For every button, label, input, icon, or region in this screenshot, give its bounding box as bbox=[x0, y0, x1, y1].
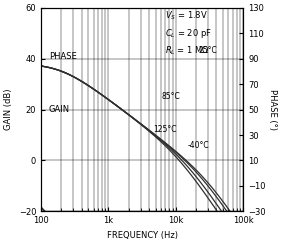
Y-axis label: PHASE (°): PHASE (°) bbox=[268, 89, 277, 130]
Text: -40°C: -40°C bbox=[188, 141, 210, 150]
Text: 85°C: 85°C bbox=[162, 92, 180, 101]
Text: $V_S$ = 1.8V
$C_L$ = 20 pF
$R_L$ = 1 M$\Omega$: $V_S$ = 1.8V $C_L$ = 20 pF $R_L$ = 1 M$\… bbox=[166, 10, 212, 57]
Y-axis label: GAIN (dB): GAIN (dB) bbox=[4, 89, 13, 130]
Text: 125°C: 125°C bbox=[154, 125, 177, 134]
X-axis label: FREQUENCY (Hz): FREQUENCY (Hz) bbox=[107, 231, 178, 240]
Text: 25°C: 25°C bbox=[199, 46, 217, 55]
Text: GAIN: GAIN bbox=[49, 105, 70, 114]
Text: PHASE: PHASE bbox=[49, 51, 76, 61]
